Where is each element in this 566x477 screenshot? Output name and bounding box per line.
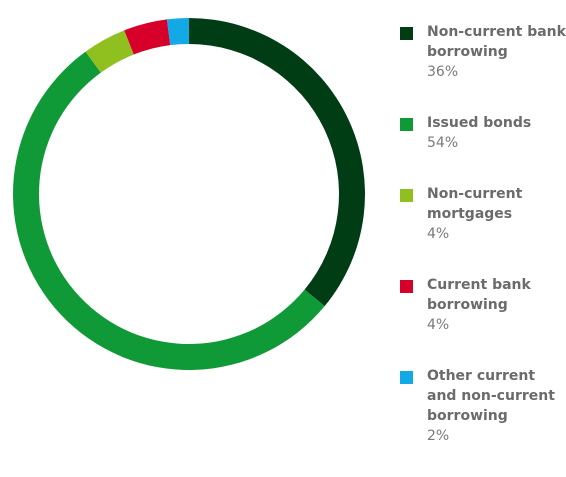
legend-label: Issued bonds (427, 115, 532, 131)
legend-swatch (400, 118, 413, 131)
donut-segment (166, 18, 189, 46)
donut-segment (189, 18, 365, 307)
legend-label: Non-current mortgages (427, 186, 523, 222)
donut-segment (12, 51, 325, 371)
legend-value: 2% (427, 428, 450, 444)
donut-segment (124, 19, 171, 55)
legend-swatch (400, 371, 413, 384)
chart (12, 18, 365, 371)
legend-value: 36% (427, 64, 459, 80)
legend-swatch (400, 27, 413, 40)
legend: Non-current bank borrowing 36% Issued bond… (400, 22, 566, 477)
legend-label: Current bank borrowing (427, 277, 531, 313)
legend-swatch (400, 280, 413, 293)
donut-segment (85, 30, 134, 73)
legend-value: 4% (427, 317, 450, 333)
legend-value: 4% (427, 226, 450, 242)
legend-label: Non-current bank borrowing (427, 24, 566, 60)
legend-item: Issued bonds 54% (400, 113, 566, 153)
legend-swatch (400, 189, 413, 202)
legend-value: 54% (427, 135, 459, 151)
legend-item: Other current and non-current borrowing 2… (400, 366, 566, 446)
legend-item: Current bank borrowing 4% (400, 275, 566, 335)
legend-item: Non-current mortgages 4% (400, 184, 566, 244)
legend-item: Non-current bank borrowing 36% (400, 22, 566, 82)
legend-label: Other current and non-current borrowing (427, 368, 555, 424)
